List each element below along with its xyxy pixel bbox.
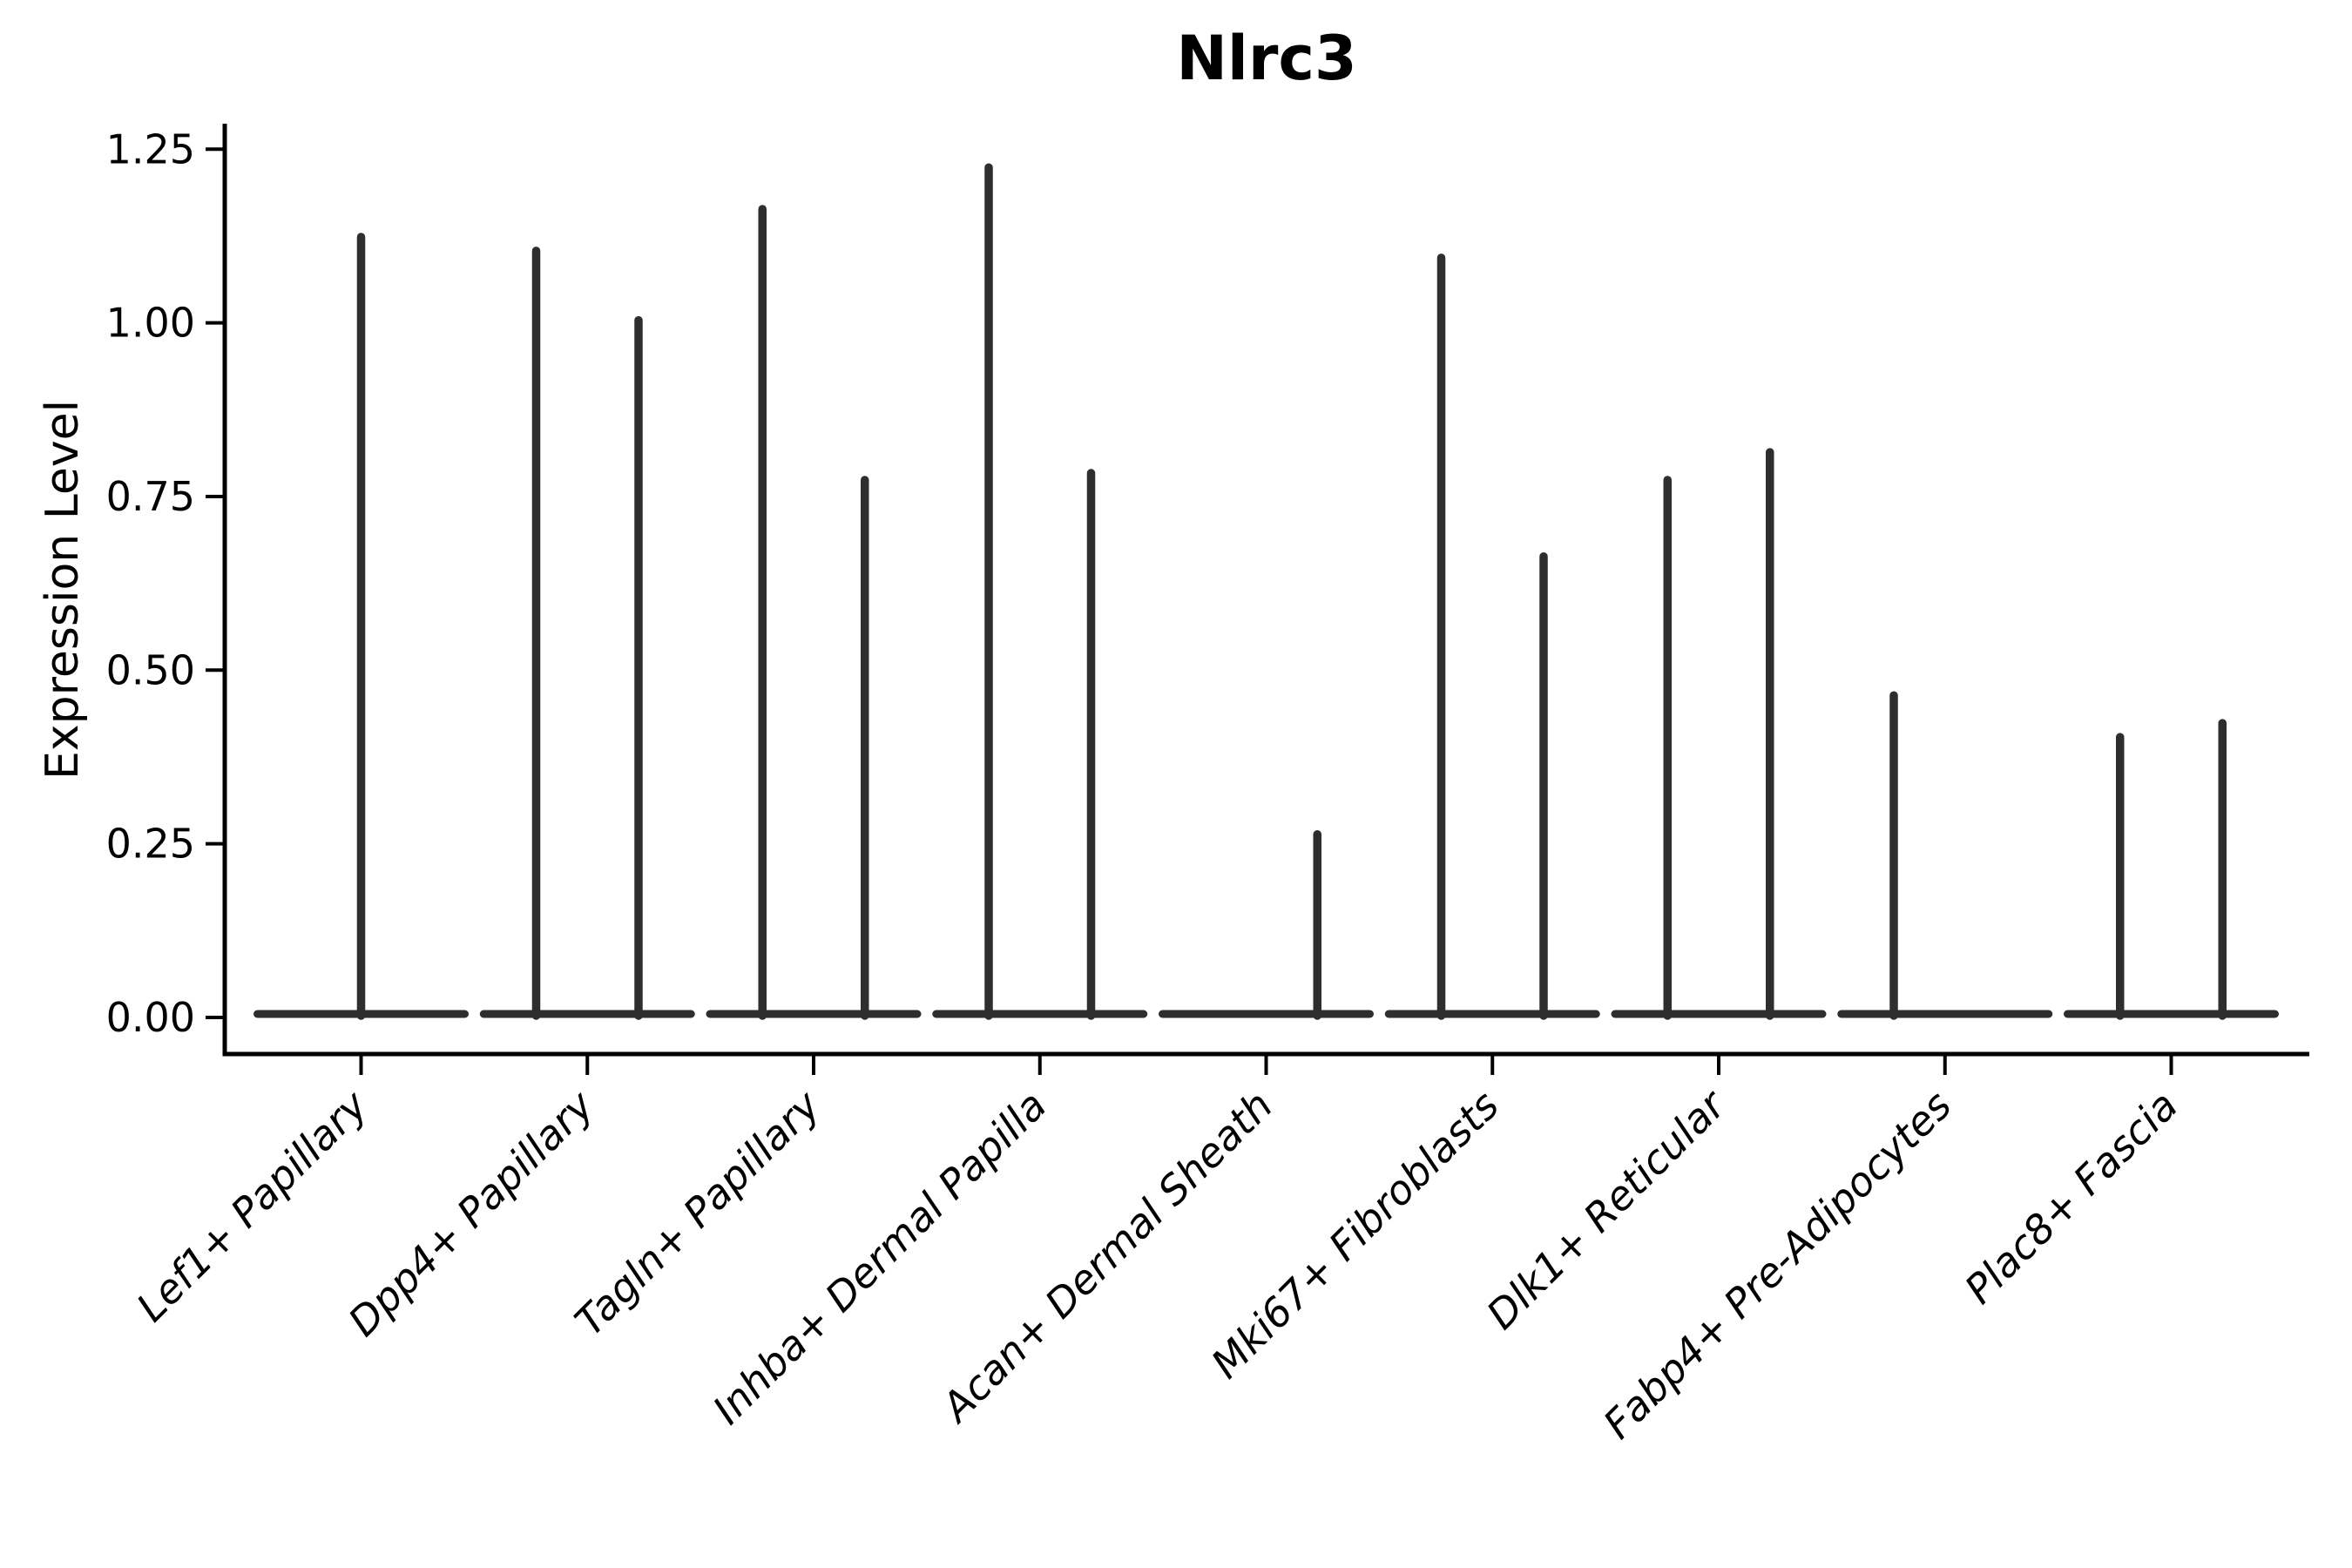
x-category-label: Dpp4+ Papillary bbox=[339, 1081, 603, 1345]
y-axis-label: Expression Level bbox=[37, 399, 89, 781]
y-tick-label: 0.25 bbox=[106, 821, 195, 868]
x-category-label: Tagln+ Papillary bbox=[565, 1081, 829, 1345]
x-category-label: Plac8+ Fascia bbox=[1956, 1082, 2186, 1313]
chart-title: Nlrc3 bbox=[1176, 23, 1357, 94]
x-category-label: Lef1+ Papillary bbox=[127, 1081, 376, 1330]
y-tick-label: 1.00 bbox=[106, 300, 195, 347]
y-tick-label: 0.50 bbox=[106, 646, 195, 693]
y-tick-label: 0.75 bbox=[106, 473, 195, 520]
y-tick-label: 1.25 bbox=[106, 125, 195, 172]
y-tick-label: 0.00 bbox=[106, 994, 195, 1041]
x-category-label: Dlk1+ Reticular bbox=[1477, 1079, 1736, 1338]
